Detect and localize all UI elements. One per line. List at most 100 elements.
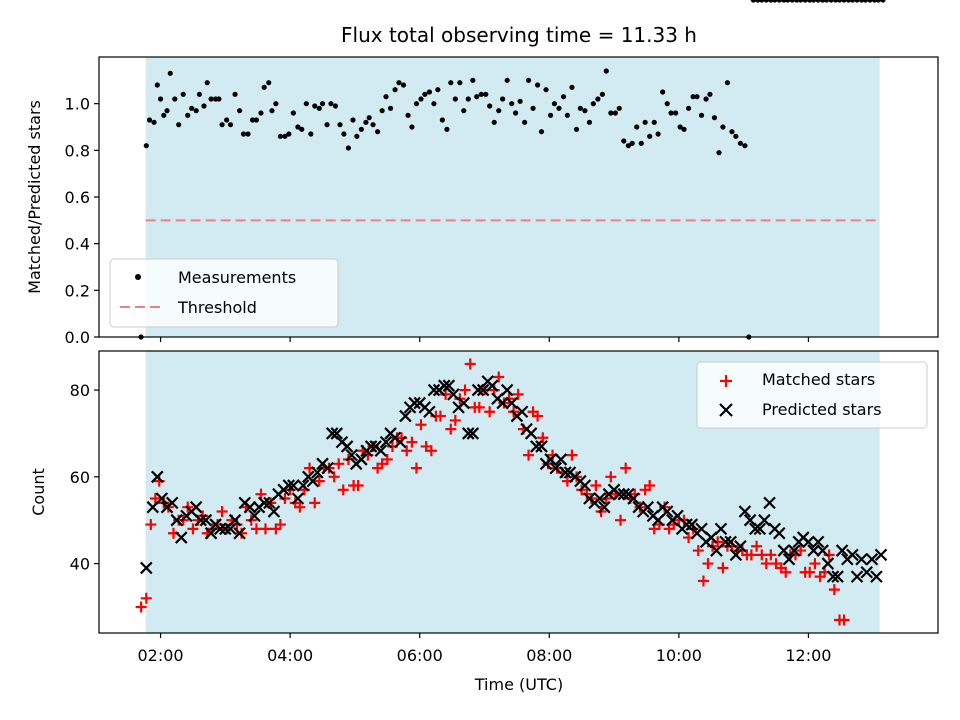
- predicted-star-point: [826, 570, 840, 583]
- top-x-ticks: [159, 337, 810, 342]
- measurement-point: [862, 0, 869, 3]
- predicted-star-point: [325, 427, 339, 440]
- predicted-star-point: [685, 518, 699, 531]
- measurement-point: [789, 0, 795, 3]
- measurement-point: [651, 119, 657, 125]
- matched-star-point: [449, 414, 461, 426]
- predicted-star-point: [593, 492, 607, 505]
- measurement-point: [828, 0, 834, 3]
- matched-star-point: [523, 449, 535, 461]
- matched-star-point: [600, 493, 612, 505]
- predicted-star-point: [393, 435, 407, 449]
- measurement-point: [564, 112, 571, 118]
- predicted-star-point: [248, 509, 261, 523]
- x-axis-label: Time (UTC): [474, 675, 563, 694]
- measurement-point: [319, 101, 326, 107]
- measurement-point: [642, 119, 648, 125]
- predicted-star-point: [738, 505, 752, 518]
- measurement-point: [530, 105, 536, 111]
- measurement-point: [647, 133, 653, 139]
- predicted-star-point: [544, 453, 557, 466]
- matched-star-point: [149, 493, 161, 505]
- matched-star-point: [236, 527, 248, 539]
- measurement-point: [232, 91, 238, 97]
- measurement-point: [435, 87, 441, 93]
- measurement-point: [208, 96, 214, 102]
- legend-marker-predicted: [719, 403, 733, 417]
- bottom-y-tick-label: 40: [70, 555, 90, 574]
- measurement-point: [577, 105, 583, 111]
- measurement-point: [664, 101, 670, 107]
- predicted-star-point: [457, 396, 471, 410]
- predicted-star-point: [821, 557, 835, 570]
- predicted-star-point: [787, 544, 801, 557]
- predicted-star-point: [340, 440, 354, 453]
- measurement-point: [504, 77, 510, 83]
- matched-star-point: [659, 501, 671, 513]
- predicted-star-point: [524, 427, 538, 440]
- measurement-point: [802, 0, 808, 3]
- measurement-point: [383, 94, 389, 100]
- measurement-point: [303, 101, 309, 107]
- measurement-point: [781, 0, 787, 3]
- measurement-point: [240, 131, 247, 137]
- measurement-point: [337, 122, 343, 128]
- measurement-point: [785, 0, 791, 3]
- measurement-point: [269, 108, 275, 114]
- measurement-point: [543, 87, 549, 93]
- measurement-point: [413, 101, 420, 107]
- matched-star-point: [702, 558, 714, 570]
- predicted-star-point: [204, 526, 218, 540]
- measurement-point: [703, 96, 709, 102]
- measurement-point: [849, 0, 856, 3]
- predicted-star-point: [306, 474, 320, 488]
- predicted-star-point: [199, 513, 213, 527]
- predicted-star-point: [374, 444, 388, 458]
- predicted-star-point: [423, 405, 436, 419]
- measurement-point: [426, 89, 433, 95]
- matched-star-point: [745, 549, 757, 561]
- measurement-point: [474, 94, 480, 100]
- measurement-point: [354, 133, 360, 139]
- bottom-x-tick-label: 06:00: [397, 646, 443, 665]
- measurement-point: [328, 101, 334, 107]
- bottom-x-tick-label: 02:00: [137, 646, 183, 665]
- matched-star-point: [828, 584, 840, 596]
- predicted-star-point: [291, 492, 305, 505]
- matched-star-point: [260, 523, 272, 535]
- predicted-star-point: [612, 487, 626, 501]
- measurement-point: [444, 126, 450, 132]
- measurement-point: [366, 115, 372, 121]
- measurement-point: [277, 133, 284, 139]
- legend-marker-measurements: [135, 274, 141, 280]
- measurement-point: [312, 103, 318, 109]
- measurement-point: [629, 140, 635, 146]
- top-y-tick-label: 0.2: [65, 281, 90, 300]
- predicted-star-point: [719, 535, 732, 549]
- top-panel: 0.0 0.2 0.4 0.6 0.8 1.0 Flux total observing …: [25, 0, 939, 347]
- measurement-point: [418, 96, 424, 102]
- measurement-point: [724, 80, 731, 86]
- predicted-star-point: [724, 535, 737, 549]
- matched-star-point: [274, 519, 286, 531]
- measurement-point: [290, 110, 296, 116]
- measurement-point: [491, 119, 497, 125]
- measurement-point: [668, 110, 674, 116]
- measurement-point: [189, 105, 195, 111]
- predicted-star-point: [399, 409, 412, 423]
- predicted-star-point: [194, 513, 207, 527]
- predicted-star-point: [874, 548, 888, 562]
- bottom-x-tick-label: 08:00: [526, 646, 572, 665]
- predicted-star-point: [355, 453, 368, 466]
- measurement-point: [509, 101, 515, 107]
- top-y-axis: 0.0 0.2 0.4 0.6 0.8 1.0: [65, 95, 99, 347]
- predicted-star-point: [476, 383, 490, 397]
- measurement-point: [616, 105, 622, 111]
- predicted-star-point: [462, 427, 475, 440]
- predicted-star-point: [165, 496, 179, 510]
- predicted-star-point: [802, 535, 815, 549]
- measurement-point: [176, 122, 182, 128]
- measurement-point: [409, 124, 415, 130]
- matched-star-point: [838, 614, 850, 626]
- measurement-point: [164, 108, 170, 114]
